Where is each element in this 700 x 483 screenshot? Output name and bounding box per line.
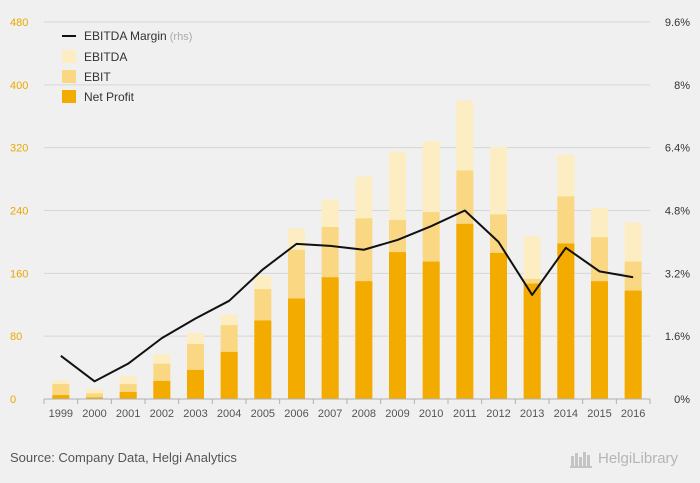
bar-net-profit — [355, 281, 373, 399]
x-tick-label: 2006 — [284, 408, 308, 420]
axes: 0 0% 80 1.6% 160 3.2% 240 4.8% 320 6.4% 400 8% 480 9.… — [10, 17, 690, 420]
y2-tick-label: 6.4% — [665, 143, 690, 155]
bar-net-profit — [456, 223, 474, 399]
x-tick-label: 2011 — [453, 408, 477, 420]
legend-swatch-ebitda — [62, 50, 76, 63]
x-tick-label: 2008 — [352, 408, 376, 420]
bar-net-profit — [389, 252, 406, 399]
line-ebitda-margin — [60, 209, 634, 383]
y-tick-label: 160 — [10, 268, 28, 280]
x-tick-label: 2000 — [82, 408, 106, 420]
y2-tick-label: 3.2% — [665, 268, 690, 280]
brand-name: HelgiLibrary — [598, 450, 679, 467]
x-tick-label: 2014 — [554, 408, 578, 420]
x-tick-label: 2005 — [251, 408, 275, 420]
bar-net-profit — [254, 320, 272, 399]
x-tick-label: 1999 — [49, 408, 73, 420]
y-tick-label: 240 — [10, 206, 28, 218]
y2-tick-label: 4.8% — [665, 206, 690, 218]
legend-label-ebitda: EBITDA — [84, 50, 127, 64]
y2-tick-label: 9.6% — [665, 17, 690, 29]
y-tick-label: 320 — [10, 143, 28, 155]
bar-net-profit — [52, 395, 70, 399]
y-tick-label: 0 — [10, 394, 16, 406]
x-tick-label: 2001 — [116, 408, 140, 420]
bar-net-profit — [591, 281, 608, 399]
x-tick-label: 2010 — [419, 408, 443, 420]
bar-net-profit — [321, 277, 339, 399]
legend: EBITDA Margin (rhs) EBITDA EBIT Net Profit — [62, 29, 192, 104]
x-tick-label: 2009 — [385, 408, 409, 420]
bar-net-profit — [422, 261, 440, 399]
line-series — [60, 209, 634, 383]
bars — [52, 100, 642, 400]
legend-swatch-net-profit — [62, 90, 76, 103]
source-note: Source: Company Data, Helgi Analytics — [10, 450, 237, 465]
bar-net-profit — [490, 252, 507, 399]
bar-net-profit — [557, 243, 575, 399]
legend-label-ebitda-margin: EBITDA Margin (rhs) — [84, 29, 192, 43]
bar-net-profit — [187, 369, 204, 399]
bar-net-profit — [153, 380, 171, 399]
bar-net-profit — [523, 283, 541, 399]
bar-net-profit — [624, 290, 642, 399]
y-tick-label: 80 — [10, 331, 22, 343]
legend-label-net-profit: Net Profit — [84, 90, 135, 104]
y2-tick-label: 8% — [674, 80, 690, 92]
y-tick-label: 480 — [10, 17, 28, 29]
bar-net-profit — [288, 298, 305, 399]
x-tick-label: 2002 — [150, 408, 174, 420]
x-tick-label: 2003 — [183, 408, 207, 420]
x-tick-label: 2004 — [217, 408, 241, 420]
x-tick-label: 2015 — [587, 408, 611, 420]
legend-swatch-ebit — [62, 70, 76, 83]
x-tick-label: 2013 — [520, 408, 544, 420]
y2-tick-label: 0% — [674, 394, 690, 406]
bar-ebit — [86, 393, 103, 399]
bar-net-profit — [119, 391, 137, 399]
y2-tick-label: 1.6% — [665, 331, 690, 343]
legend-label-ebit: EBIT — [84, 70, 111, 84]
bar-net-profit — [86, 397, 103, 399]
x-tick-label: 2007 — [318, 408, 342, 420]
y-tick-label: 400 — [10, 80, 28, 92]
legend-suffix: (rhs) — [167, 31, 193, 43]
library-icon — [570, 452, 592, 468]
x-tick-label: 2012 — [486, 408, 510, 420]
grid-lines — [44, 21, 650, 337]
bar-net-profit — [220, 351, 238, 399]
brand-logo: HelgiLibrary — [570, 448, 694, 472]
x-tick-label: 2016 — [621, 408, 645, 420]
